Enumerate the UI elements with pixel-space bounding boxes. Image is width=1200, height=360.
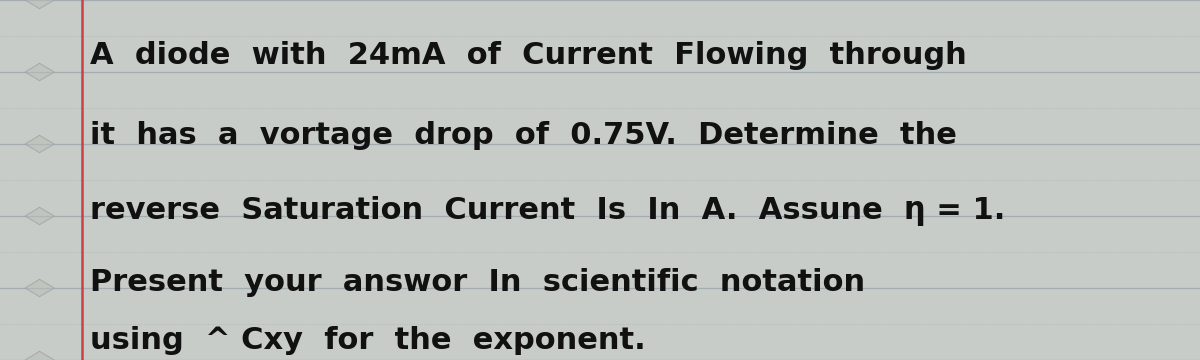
Text: reverse  Saturation  Current  Is  In  A.  Assune  η = 1.: reverse Saturation Current Is In A. Assu… xyxy=(90,195,1006,226)
Text: using  ^ Cxy  for  the  exponent.: using ^ Cxy for the exponent. xyxy=(90,326,646,355)
Polygon shape xyxy=(25,351,54,360)
Polygon shape xyxy=(25,207,54,225)
Polygon shape xyxy=(25,63,54,81)
Polygon shape xyxy=(25,279,54,297)
Polygon shape xyxy=(25,135,54,153)
Text: Present  your  answor  In  scientific  notation: Present your answor In scientific notati… xyxy=(90,268,865,297)
Polygon shape xyxy=(25,0,54,9)
Text: A  diode  with  24mA  of  Current  Flowing  through: A diode with 24mA of Current Flowing thr… xyxy=(90,41,967,70)
Text: it  has  a  vortage  drop  of  0.75V.  Determine  the: it has a vortage drop of 0.75V. Determin… xyxy=(90,121,956,149)
